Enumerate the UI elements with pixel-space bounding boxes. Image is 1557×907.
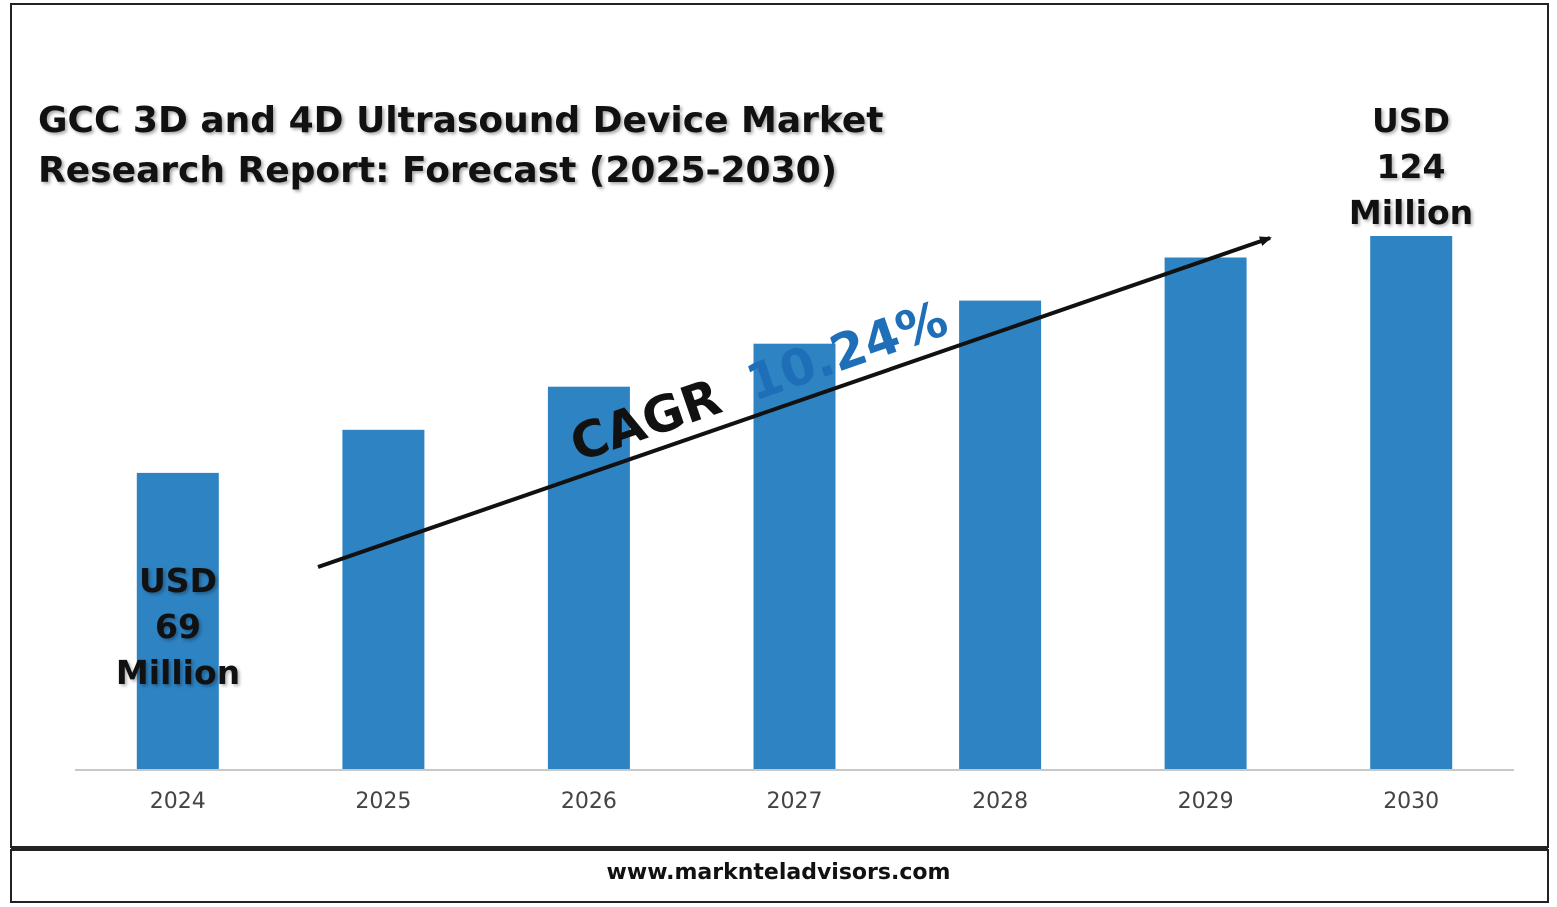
bar-2028 [959, 300, 1042, 770]
end-value-label: USD 124 Million [1311, 98, 1511, 236]
x-tick-label-2024: 2024 [150, 789, 206, 814]
start-value-number: 69 [155, 607, 201, 646]
growth-arrow [317, 236, 1272, 569]
end-value-unit: Million [1348, 193, 1474, 232]
x-tick-label-2025: 2025 [355, 789, 411, 814]
x-tick-label-2028: 2028 [972, 789, 1028, 814]
bar-2025 [342, 429, 425, 770]
end-value-currency: USD [1372, 101, 1450, 140]
website-footer: www.marknteladvisors.com [606, 860, 951, 885]
bar-2029 [1164, 257, 1247, 770]
cagr-value: 10.24% [739, 289, 955, 412]
cagr-label: CAGR [563, 368, 728, 474]
bar-2030 [1370, 236, 1453, 770]
bar-2024 [136, 472, 219, 770]
bar-2027 [753, 343, 836, 770]
x-tick-label-2026: 2026 [561, 789, 617, 814]
chart-title: GCC 3D and 4D Ultrasound Device Market R… [38, 100, 884, 191]
x-tick-label-2029: 2029 [1178, 789, 1234, 814]
bars-group [136, 236, 1453, 770]
start-value-label: USD 69 Million [78, 558, 278, 696]
end-value-number: 124 [1376, 147, 1446, 186]
x-tick-labels: 2024 2025 2026 2027 2028 2029 2030 [150, 789, 1439, 814]
bar-2026 [547, 386, 630, 770]
start-value-currency: USD [139, 561, 217, 600]
start-value-unit: Million [115, 653, 241, 692]
x-tick-label-2030: 2030 [1383, 789, 1439, 814]
x-tick-label-2027: 2027 [767, 789, 823, 814]
